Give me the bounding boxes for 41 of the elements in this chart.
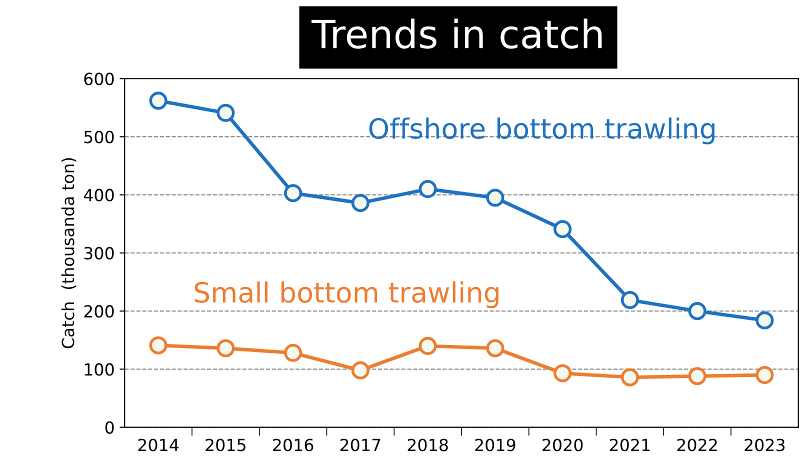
- point: [486, 188, 504, 207]
- x-tick-label: 2020: [542, 438, 583, 452]
- point: [284, 184, 302, 202]
- x-tick-label: 2019: [475, 438, 516, 452]
- point: [554, 220, 572, 238]
- chart-title: Trends in catch: [312, 18, 602, 49]
- point: [418, 336, 437, 355]
- point: [620, 290, 639, 310]
- x-tick-label: 2014: [138, 438, 179, 452]
- y-axis-title: Catch (thousanda ton): [61, 158, 76, 348]
- x-tick-label: 2022: [677, 438, 717, 452]
- y-tick-label: 400: [84, 188, 114, 202]
- point: [351, 361, 370, 380]
- y-tick-label: 0: [105, 421, 114, 434]
- y-tick-label: 600: [84, 72, 114, 86]
- point: [149, 336, 168, 354]
- point: [688, 367, 706, 386]
- x-tick-label: 2016: [273, 438, 314, 452]
- y-tick-label: 300: [84, 246, 114, 260]
- y-tick-label: 200: [84, 305, 114, 318]
- point: [688, 302, 706, 320]
- point: [418, 180, 437, 198]
- point: [284, 344, 302, 362]
- point: [486, 339, 504, 358]
- point: [351, 194, 370, 212]
- x-tick-label: 2021: [610, 438, 650, 452]
- y-tick-label: 500: [84, 130, 114, 144]
- series-label: Offshore bottom trawling: [369, 117, 714, 144]
- point: [216, 104, 235, 122]
- x-tick-label: 2018: [408, 438, 448, 452]
- point: [149, 92, 168, 110]
- point: [756, 366, 774, 384]
- series-label: Small bottom trawling: [194, 281, 498, 308]
- y-tick-label: 100: [84, 363, 114, 376]
- x-tick-label: 2023: [744, 438, 785, 452]
- point: [620, 368, 639, 386]
- x-tick-label: 2015: [206, 438, 246, 452]
- x-tick-label: 2017: [340, 438, 380, 452]
- point: [554, 364, 572, 382]
- point: [756, 311, 774, 330]
- point: [216, 339, 235, 358]
